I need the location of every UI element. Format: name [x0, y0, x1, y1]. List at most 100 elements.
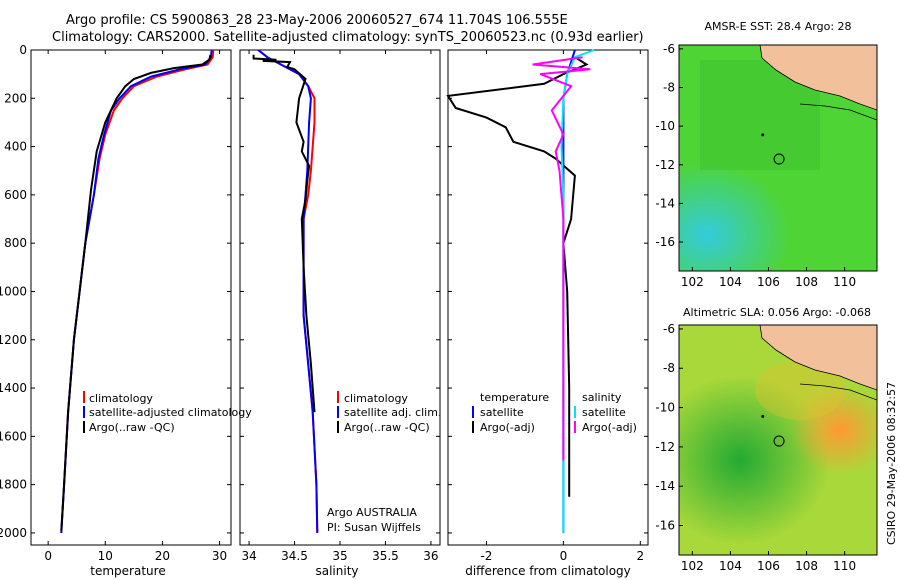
difference-axis-label: difference from climatology	[465, 564, 631, 578]
legend-label-temp-argo: Argo(-adj)	[480, 421, 535, 434]
y-tick-label: -10	[655, 401, 675, 415]
coastline	[799, 383, 877, 401]
sst-map	[679, 45, 877, 271]
x-tick-label: 110	[833, 275, 856, 289]
y-tick-label: -6	[663, 42, 675, 56]
y-tick-label: -14	[655, 479, 675, 493]
depth-tick-label: 600	[4, 188, 27, 202]
y-tick-label: -16	[655, 235, 675, 249]
x-tick-label: 0	[560, 549, 568, 563]
y-tick-label: -16	[655, 519, 675, 533]
x-tick-label: 102	[681, 275, 704, 289]
series-line-3	[532, 56, 591, 461]
legend-label-climatology: climatology	[89, 392, 153, 405]
x-tick-label: 35	[332, 549, 347, 563]
y-tick-label: -14	[655, 196, 675, 210]
depth-tick-label: 1400	[0, 381, 27, 395]
java-land	[759, 325, 877, 391]
x-tick-label: 10	[98, 549, 113, 563]
depth-axis: 0 200 400 600 800 1000 1200 1400 1600 1800 2000	[0, 43, 27, 540]
x-tick-label: 104	[719, 275, 742, 289]
csiro-timestamp: CSIRO 29-May-2006 08:32:57	[885, 382, 898, 545]
salinity-legend: climatology satellite adj. clim. Argo(..…	[327, 391, 441, 534]
temperature-legend: climatology satellite-adjusted climatolo…	[83, 391, 252, 434]
series-line-2	[252, 54, 316, 413]
y-tick-label: -6	[663, 322, 675, 336]
header-line-2: Climatology: CARS2000. Satellite-adjuste…	[52, 30, 644, 45]
java-land	[759, 45, 877, 111]
series-line-0	[60, 49, 215, 533]
sst-map-frame	[678, 44, 878, 272]
x-tick-label: 0	[44, 549, 52, 563]
y-tick-label: -8	[663, 361, 675, 375]
series-line-2	[60, 54, 212, 531]
difference-panel: -2 0 2	[446, 49, 648, 563]
island-marker	[761, 133, 765, 137]
x-tick-label: 110	[833, 559, 856, 573]
depth-tick-label: 1800	[0, 478, 27, 492]
depth-tick-label: 400	[4, 140, 27, 154]
temperature-axis-label: temperature	[90, 564, 165, 578]
depth-tick-label: 1600	[0, 429, 27, 443]
legend-label-satellite-adj: satellite adj. clim.	[344, 406, 441, 419]
y-tick-label: -12	[655, 158, 675, 172]
sla-map-axes: 102 104 106 108 110 -6 -8 -10 -12 -14 -16	[655, 322, 856, 573]
legend-heading-temperature: temperature	[480, 391, 549, 404]
x-tick-label: 34	[241, 549, 256, 563]
x-tick-label: 20	[155, 549, 170, 563]
salinity-panel: 34 34.5 35 35.5 36	[240, 49, 440, 563]
legend-label-satellite-adjusted: satellite-adjusted climatology	[89, 406, 252, 419]
pi-label: PI: Susan Wijffels	[327, 521, 421, 534]
legend-label-sal-satellite: satellite	[582, 406, 626, 419]
x-tick-label: -2	[480, 549, 492, 563]
x-tick-label: 30	[212, 549, 227, 563]
legend-label-sal-argo: Argo(-adj)	[582, 421, 637, 434]
sst-map-axes: 102 104 106 108 110 -6 -8 -10 -12 -14 -16	[655, 42, 856, 289]
x-tick-label: 35.5	[372, 549, 399, 563]
legend-label-climatology: climatology	[344, 392, 408, 405]
y-tick-label: -12	[655, 440, 675, 454]
sla-map	[679, 325, 877, 555]
depth-tick-label: 1000	[0, 284, 27, 298]
header-line-1: Argo profile: CS 5900863_28 23-May-2006 …	[66, 13, 568, 28]
y-tick-label: -8	[663, 80, 675, 94]
sst-map-title: AMSR-E SST: 28.4 Argo: 28	[704, 20, 851, 33]
depth-tick-label: 1200	[0, 333, 27, 347]
x-tick-label: 104	[719, 559, 742, 573]
legend-label-argo: Argo(..raw -QC)	[344, 421, 430, 434]
x-tick-label: 34.5	[281, 549, 308, 563]
salinity-axis-label: salinity	[315, 564, 358, 578]
legend-label-temp-satellite: satellite	[480, 406, 524, 419]
y-tick-label: -10	[655, 119, 675, 133]
series-line-1	[257, 49, 319, 533]
series-line-1	[60, 49, 213, 533]
sla-mid-region	[755, 360, 845, 420]
sla-high-region	[790, 385, 877, 475]
x-tick-label: 102	[681, 559, 704, 573]
salinity-panel-frame	[239, 49, 441, 546]
temperature-panel-frame	[30, 49, 232, 546]
legend-heading-salinity: salinity	[582, 391, 622, 404]
x-tick-label: 106	[757, 559, 780, 573]
legend-label-argo: Argo(..raw -QC)	[89, 421, 175, 434]
series-line-1	[446, 56, 589, 497]
depth-tick-label: 2000	[0, 526, 27, 540]
sla-map-title: Altimetric SLA: 0.056 Argo: -0.068	[683, 306, 871, 319]
coastline	[799, 103, 877, 121]
argo-position-marker	[773, 153, 785, 165]
x-tick-label: 108	[795, 275, 818, 289]
island-marker	[761, 414, 765, 418]
x-tick-label: 106	[757, 275, 780, 289]
sla-map-frame	[678, 324, 878, 556]
depth-tick-label: 800	[4, 236, 27, 250]
sst-warm-patch	[679, 150, 819, 271]
argo-australia-label: Argo AUSTRALIA	[327, 506, 417, 519]
depth-tick-label: 200	[4, 91, 27, 105]
difference-panel-frame	[447, 49, 649, 546]
x-tick-label: 108	[795, 559, 818, 573]
difference-legend: temperature satellite Argo(-adj) salinit…	[472, 391, 637, 434]
depth-tick-label: 0	[19, 43, 27, 57]
argo-position-marker	[773, 435, 785, 447]
x-tick-label: 2	[636, 549, 644, 563]
